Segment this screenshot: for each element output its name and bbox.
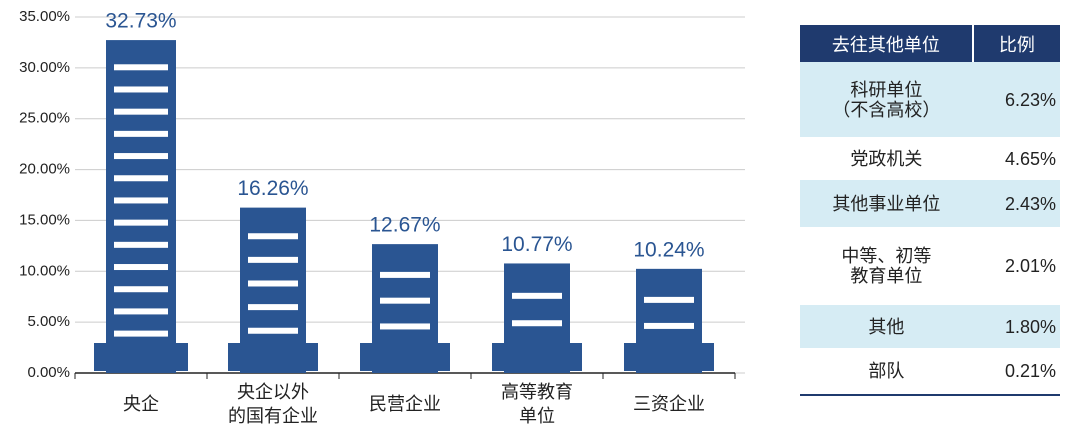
window [512,292,562,299]
window [380,297,430,304]
header-row: 去往其他单位 比例 [800,25,1060,62]
x-tick-label: 高等教育单位 [501,382,573,426]
table-cell: 2.43% [972,180,1060,227]
table-cell: 党政机关 [850,148,923,169]
table-cell: 6.23% [972,62,1060,137]
window [114,86,168,93]
window [644,296,694,303]
table-cell: 中等、初等 教育单位 [841,246,932,286]
table: 去往其他单位 比例 科研单位 （不含高校） 6.23% 党政机关 4.65% 其他事业单… [800,25,1060,396]
window [114,241,168,248]
value-label: 10.24% [633,238,704,261]
bar [106,40,176,373]
window [248,304,298,311]
table-cell: 其他 [800,305,973,348]
value-label: 10.77% [501,233,572,256]
table-row: 科研单位 （不含高校） 6.23% [800,62,1060,137]
window [248,280,298,287]
building-base [94,343,188,371]
x-tick-label: 央企 [123,394,159,414]
window [380,271,430,278]
x-tick-label: 民营企业 [369,394,441,414]
value-label: 32.73% [105,10,176,33]
window [248,233,298,240]
building-base [492,343,582,371]
y-tick-label: 25.00% [19,110,70,127]
window [114,219,168,226]
table-cell: 科研单位 （不含高校） [800,62,973,137]
header-cell: 去往其他单位 [800,25,973,62]
y-tick-label: 5.00% [27,313,70,330]
table-row: 中等、初等 教育单位 2.01% [800,227,1060,305]
y-tick-label: 30.00% [19,59,70,76]
y-tick-label: 20.00% [19,161,70,178]
window [114,130,168,137]
chart: 0.00% 5.00% 10.00% 15.00% 20.00% 25.00% 30.00%… [19,8,745,426]
table-row: 其他 1.80% [800,305,1060,348]
window [248,327,298,334]
window [512,320,562,327]
building-base [360,343,450,371]
window [380,323,430,330]
window [114,64,168,71]
table-row: 部队 0.21% [800,348,1060,396]
value-label: 12.67% [369,214,440,237]
x-tick-label: 三资企业 [633,394,705,414]
window [114,197,168,204]
building-base [624,343,714,371]
table-cell: 其他事业单位 [800,180,973,227]
window [644,322,694,329]
value-label: 16.26% [237,177,308,200]
window [114,308,168,315]
window [248,256,298,263]
table-row: 党政机关 4.65% [800,137,1060,180]
y-tick-label: 0.00% [27,364,70,381]
window [114,286,168,293]
y-tick-label: 35.00% [19,8,70,25]
window [114,108,168,115]
window [114,175,168,182]
window [114,264,168,271]
window [114,330,168,337]
building-base [228,343,318,371]
table-row: 其他事业单位 2.43% [800,180,1060,227]
y-tick-label: 10.00% [19,262,70,279]
header-cell: 比例 [971,25,1060,62]
table-body: 科研单位 （不含高校） 6.23% 党政机关 4.65% 其他事业单位 2.43% 中等、初… [800,62,1060,396]
window [114,153,168,160]
table-cell: 0.21% [972,348,1060,396]
y-tick-label: 15.00% [19,211,70,228]
table-cell: 部队 [800,348,973,396]
x-tick-label: 央企以外的国有企业 [228,382,318,426]
table-cell: 1.80% [972,305,1060,348]
table-cell: 2.01% [1004,256,1056,276]
table-cell: 4.65% [1004,148,1056,169]
